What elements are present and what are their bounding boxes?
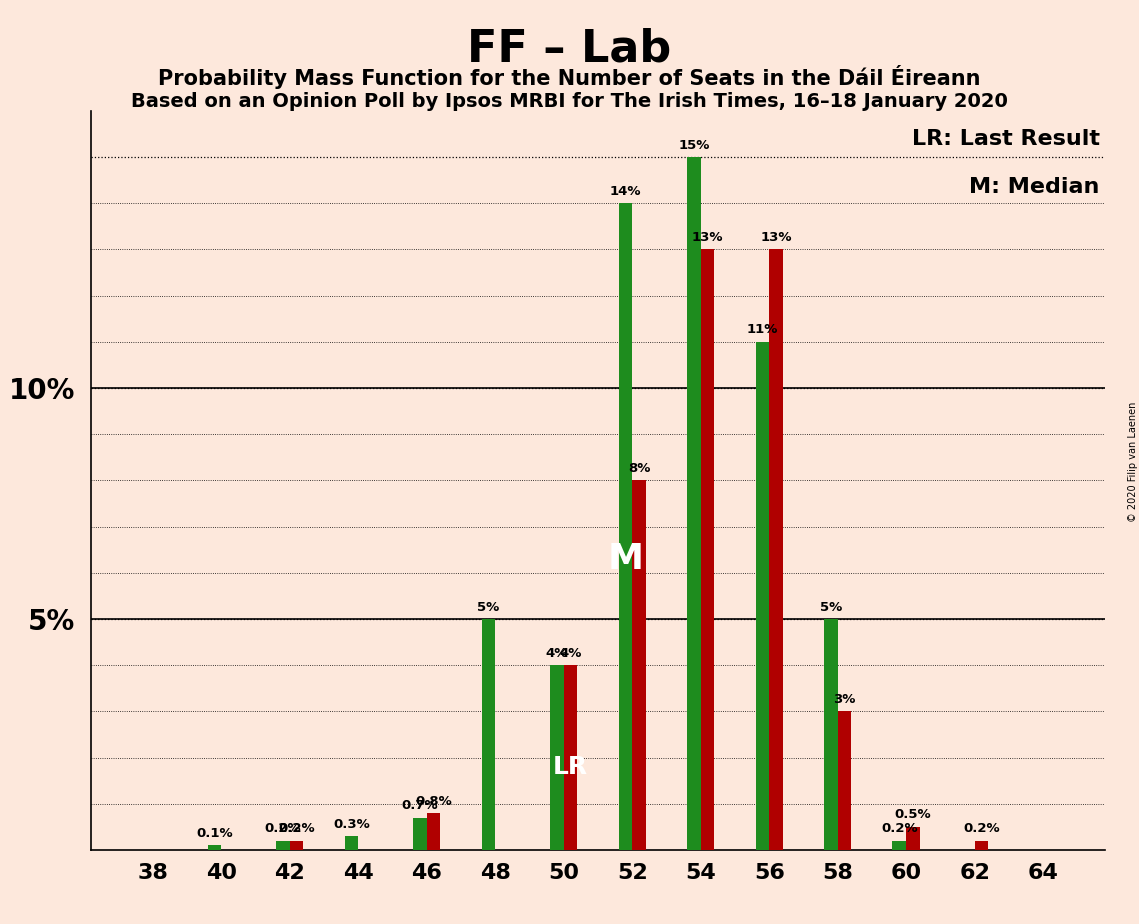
Text: 5%: 5% bbox=[820, 601, 842, 614]
Bar bbox=[975, 841, 989, 850]
Text: Probability Mass Function for the Number of Seats in the Dáil Éireann: Probability Mass Function for the Number… bbox=[158, 65, 981, 89]
Text: 0.2%: 0.2% bbox=[264, 822, 301, 835]
Bar bbox=[427, 813, 441, 850]
Text: Based on an Opinion Poll by Ipsos MRBI for The Irish Times, 16–18 January 2020: Based on an Opinion Poll by Ipsos MRBI f… bbox=[131, 92, 1008, 112]
Text: 15%: 15% bbox=[678, 139, 710, 152]
Bar bbox=[632, 480, 646, 850]
Bar bbox=[907, 827, 920, 850]
Bar bbox=[564, 665, 577, 850]
Text: M: M bbox=[607, 542, 644, 576]
Bar bbox=[550, 665, 564, 850]
Bar bbox=[618, 203, 632, 850]
Text: 0.8%: 0.8% bbox=[416, 795, 452, 808]
Text: 5%: 5% bbox=[477, 601, 500, 614]
Bar bbox=[276, 841, 289, 850]
Text: M: Median: M: Median bbox=[969, 177, 1100, 198]
Bar bbox=[482, 619, 495, 850]
Text: 8%: 8% bbox=[628, 462, 650, 475]
Text: 13%: 13% bbox=[691, 231, 723, 244]
Text: 0.3%: 0.3% bbox=[333, 818, 370, 831]
Bar bbox=[893, 841, 907, 850]
Bar bbox=[344, 836, 359, 850]
Text: 4%: 4% bbox=[559, 647, 582, 660]
Text: FF – Lab: FF – Lab bbox=[467, 28, 672, 71]
Text: 0.2%: 0.2% bbox=[964, 822, 1000, 835]
Text: 14%: 14% bbox=[609, 185, 641, 198]
Text: 11%: 11% bbox=[747, 323, 778, 336]
Bar bbox=[837, 711, 851, 850]
Text: 3%: 3% bbox=[834, 693, 855, 706]
Bar bbox=[823, 619, 837, 850]
Text: 0.2%: 0.2% bbox=[882, 822, 918, 835]
Text: © 2020 Filip van Laenen: © 2020 Filip van Laenen bbox=[1129, 402, 1138, 522]
Bar bbox=[207, 845, 221, 850]
Bar bbox=[413, 818, 427, 850]
Bar bbox=[769, 249, 782, 850]
Bar bbox=[700, 249, 714, 850]
Bar bbox=[289, 841, 303, 850]
Text: 13%: 13% bbox=[761, 231, 792, 244]
Text: 0.1%: 0.1% bbox=[196, 827, 232, 840]
Bar bbox=[687, 157, 700, 850]
Text: 0.2%: 0.2% bbox=[278, 822, 314, 835]
Text: LR: Last Result: LR: Last Result bbox=[911, 129, 1100, 150]
Text: 0.5%: 0.5% bbox=[895, 808, 932, 821]
Text: LR: LR bbox=[554, 755, 588, 779]
Text: 0.7%: 0.7% bbox=[402, 799, 439, 812]
Text: 4%: 4% bbox=[546, 647, 568, 660]
Bar bbox=[755, 342, 769, 850]
